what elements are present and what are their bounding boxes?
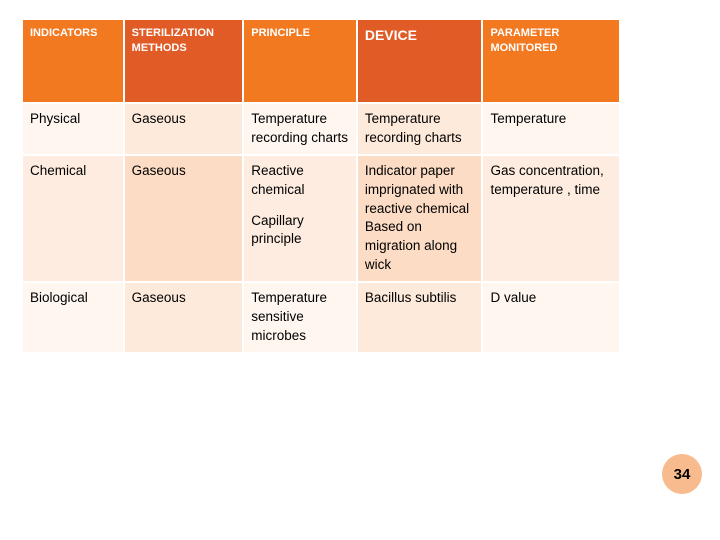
cell-indicators: Physical bbox=[22, 103, 124, 155]
cell-principle: Temperature sensitive microbes bbox=[243, 282, 357, 353]
cell-indicators: Chemical bbox=[22, 155, 124, 282]
cell-device: Indicator paper imprignated with reactiv… bbox=[357, 155, 483, 282]
col-header-parameter: PARAMETER MONITORED bbox=[482, 19, 620, 103]
slide: INDICATORS STERILIZATION METHODS PRINCIP… bbox=[0, 0, 720, 540]
cell-principle: Reactive chemical Capillary principle bbox=[243, 155, 357, 282]
cell-parameter: Temperature bbox=[482, 103, 620, 155]
cell-principle-gap bbox=[251, 200, 349, 212]
cell-parameter: Gas concentration, temperature , time bbox=[482, 155, 620, 282]
sterilization-indicators-table: INDICATORS STERILIZATION METHODS PRINCIP… bbox=[21, 18, 621, 354]
cell-indicators: Biological bbox=[22, 282, 124, 353]
col-header-principle: PRINCIPLE bbox=[243, 19, 357, 103]
sterilization-indicators-table-wrap: INDICATORS STERILIZATION METHODS PRINCIP… bbox=[21, 18, 621, 354]
cell-methods: Gaseous bbox=[124, 282, 244, 353]
cell-principle: Temperature recording charts bbox=[243, 103, 357, 155]
page-number-badge: 34 bbox=[662, 454, 702, 494]
table-row: Physical Gaseous Temperature recording c… bbox=[22, 103, 620, 155]
cell-parameter: D value bbox=[482, 282, 620, 353]
col-header-device: DEVICE bbox=[357, 19, 483, 103]
table-row: Chemical Gaseous Reactive chemical Capil… bbox=[22, 155, 620, 282]
cell-device: Temperature recording charts bbox=[357, 103, 483, 155]
page-number-value: 34 bbox=[674, 466, 691, 483]
table-header-row: INDICATORS STERILIZATION METHODS PRINCIP… bbox=[22, 19, 620, 103]
cell-principle-part-b: Capillary principle bbox=[251, 213, 304, 247]
cell-principle-part-a: Reactive chemical bbox=[251, 163, 304, 197]
cell-device: Bacillus subtilis bbox=[357, 282, 483, 353]
cell-methods: Gaseous bbox=[124, 103, 244, 155]
col-header-indicators: INDICATORS bbox=[22, 19, 124, 103]
table-row: Biological Gaseous Temperature sensitive… bbox=[22, 282, 620, 353]
col-header-methods: STERILIZATION METHODS bbox=[124, 19, 244, 103]
cell-methods: Gaseous bbox=[124, 155, 244, 282]
